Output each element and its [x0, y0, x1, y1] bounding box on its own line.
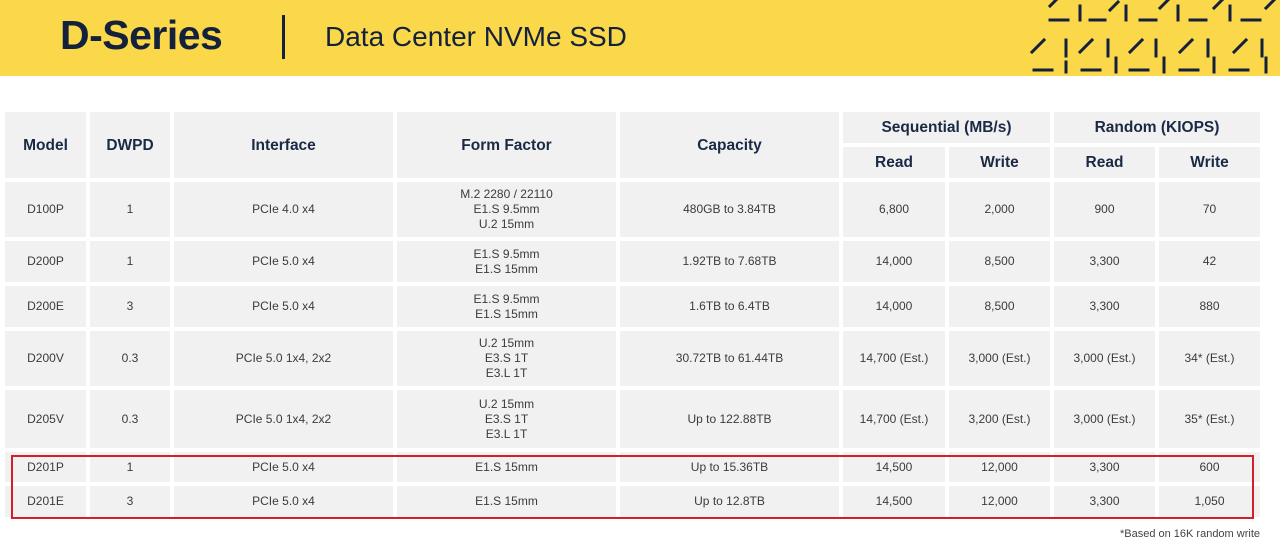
- cell-rnd-read: 3,300: [1054, 452, 1155, 482]
- cell-seq-write: 12,000: [949, 452, 1050, 482]
- cell-seq-write: 8,500: [949, 286, 1050, 327]
- cell-capacity: 480GB to 3.84TB: [620, 182, 839, 237]
- form-factor-line: E3.L 1T: [485, 426, 528, 441]
- brand-title: D-Series: [60, 12, 223, 58]
- form-factor-line: E1.S 15mm: [475, 459, 538, 474]
- header-banner: D-Series Data Center NVMe SSD: [0, 0, 1280, 76]
- form-factor-line: E1.S 9.5mm: [473, 246, 540, 261]
- col-header-rnd-read: Read: [1054, 147, 1155, 178]
- cell-capacity: Up to 15.36TB: [620, 452, 839, 482]
- cell-rnd-write: 34* (Est.): [1159, 331, 1260, 386]
- cell-model: D201E: [5, 486, 86, 517]
- form-factor-line: E3.S 1T: [484, 411, 529, 426]
- form-factor-line: U.2 15mm: [478, 336, 535, 350]
- cell-rnd-write: 600: [1159, 452, 1260, 482]
- col-header-capacity: Capacity: [620, 112, 839, 178]
- form-factor-line: E1.S 15mm: [475, 261, 538, 276]
- form-factor-line: E1.S 9.5mm: [473, 291, 540, 306]
- cell-capacity: 30.72TB to 61.44TB: [620, 331, 839, 386]
- form-factor-line: E1.S 15mm: [475, 306, 538, 321]
- cell-model: D200P: [5, 241, 86, 282]
- form-factor-line: E3.L 1T: [485, 366, 528, 380]
- cell-interface: PCIe 5.0 x4: [174, 241, 393, 282]
- col-header-seq-read: Read: [843, 147, 945, 178]
- cell-seq-read: 6,800: [843, 182, 945, 237]
- cell-model: D205V: [5, 390, 86, 448]
- cell-model: D200E: [5, 286, 86, 327]
- cell-interface: PCIe 5.0 1x4, 2x2: [174, 390, 393, 448]
- cell-seq-read: 14,700 (Est.): [843, 390, 945, 448]
- cell-form-factor: U.2 15mm E3.S 1T E3.L 1T: [397, 331, 616, 386]
- cell-interface: PCIe 4.0 x4: [174, 182, 393, 237]
- cell-dwpd: 1: [90, 452, 170, 482]
- cell-seq-read: 14,500: [843, 452, 945, 482]
- decorative-pattern-icon: [1030, 0, 1277, 74]
- header-divider: [282, 15, 285, 59]
- cell-rnd-write: 1,050: [1159, 486, 1260, 517]
- footnote: *Based on 16K random write: [1119, 528, 1260, 540]
- header-subtitle: Data Center NVMe SSD: [325, 21, 627, 52]
- cell-seq-write: 2,000: [949, 182, 1050, 237]
- cell-seq-read: 14,000: [843, 286, 945, 327]
- cell-rnd-write: 70: [1159, 182, 1260, 237]
- col-header-interface: Interface: [174, 112, 393, 178]
- form-factor-line: E3.S 1T: [484, 351, 529, 365]
- cell-seq-read: 14,500: [843, 486, 945, 517]
- form-factor-line: E1.S 9.5mm: [473, 202, 540, 216]
- cell-capacity: Up to 12.8TB: [620, 486, 839, 517]
- cell-model: D100P: [5, 182, 86, 237]
- cell-form-factor: U.2 15mm E3.S 1T E3.L 1T: [397, 390, 616, 448]
- cell-dwpd: 3: [90, 486, 170, 517]
- cell-seq-write: 3,000 (Est.): [949, 331, 1050, 386]
- col-header-random: Random (KIOPS): [1054, 112, 1260, 143]
- cell-dwpd: 1: [90, 241, 170, 282]
- cell-dwpd: 0.3: [90, 390, 170, 448]
- cell-form-factor: M.2 2280 / 22110 E1.S 9.5mm U.2 15mm: [397, 182, 616, 237]
- cell-rnd-write: 42: [1159, 241, 1260, 282]
- form-factor-line: E1.S 15mm: [475, 494, 538, 508]
- cell-rnd-read: 900: [1054, 182, 1155, 237]
- cell-seq-read: 14,700 (Est.): [843, 331, 945, 386]
- cell-dwpd: 3: [90, 286, 170, 327]
- cell-interface: PCIe 5.0 x4: [174, 286, 393, 327]
- col-header-sequential: Sequential (MB/s): [843, 112, 1050, 143]
- cell-rnd-write: 880: [1159, 286, 1260, 327]
- cell-interface: PCIe 5.0 x4: [174, 452, 393, 482]
- cell-seq-write: 12,000: [949, 486, 1050, 517]
- cell-rnd-write: 35* (Est.): [1159, 390, 1260, 448]
- col-header-seq-write: Write: [949, 147, 1050, 178]
- cell-seq-write: 3,200 (Est.): [949, 390, 1050, 448]
- cell-interface: PCIe 5.0 x4: [174, 486, 393, 517]
- col-header-rnd-write: Write: [1159, 147, 1260, 178]
- cell-form-factor: E1.S 15mm: [397, 486, 616, 517]
- cell-rnd-read: 3,300: [1054, 486, 1155, 517]
- form-factor-line: U.2 15mm: [478, 396, 535, 411]
- cell-form-factor: E1.S 9.5mm E1.S 15mm: [397, 286, 616, 327]
- cell-seq-read: 14,000: [843, 241, 945, 282]
- form-factor-line: U.2 15mm: [478, 217, 535, 231]
- cell-model: D200V: [5, 331, 86, 386]
- cell-rnd-read: 3,000 (Est.): [1054, 390, 1155, 448]
- cell-form-factor: E1.S 15mm: [397, 452, 616, 482]
- cell-form-factor: E1.S 9.5mm E1.S 15mm: [397, 241, 616, 282]
- col-header-form-factor: Form Factor: [397, 112, 616, 178]
- cell-capacity: 1.6TB to 6.4TB: [620, 286, 839, 327]
- col-header-model: Model: [5, 112, 86, 178]
- form-factor-line: M.2 2280 / 22110: [460, 187, 553, 201]
- cell-rnd-read: 3,000 (Est.): [1054, 331, 1155, 386]
- cell-dwpd: 0.3: [90, 331, 170, 386]
- cell-model: D201P: [5, 452, 86, 482]
- cell-seq-write: 8,500: [949, 241, 1050, 282]
- cell-rnd-read: 3,300: [1054, 241, 1155, 282]
- cell-interface: PCIe 5.0 1x4, 2x2: [174, 331, 393, 386]
- cell-rnd-read: 3,300: [1054, 286, 1155, 327]
- highlight-box: [11, 455, 1254, 519]
- cell-dwpd: 1: [90, 182, 170, 237]
- cell-capacity: Up to 122.88TB: [620, 390, 839, 448]
- col-header-dwpd: DWPD: [90, 112, 170, 178]
- cell-capacity: 1.92TB to 7.68TB: [620, 241, 839, 282]
